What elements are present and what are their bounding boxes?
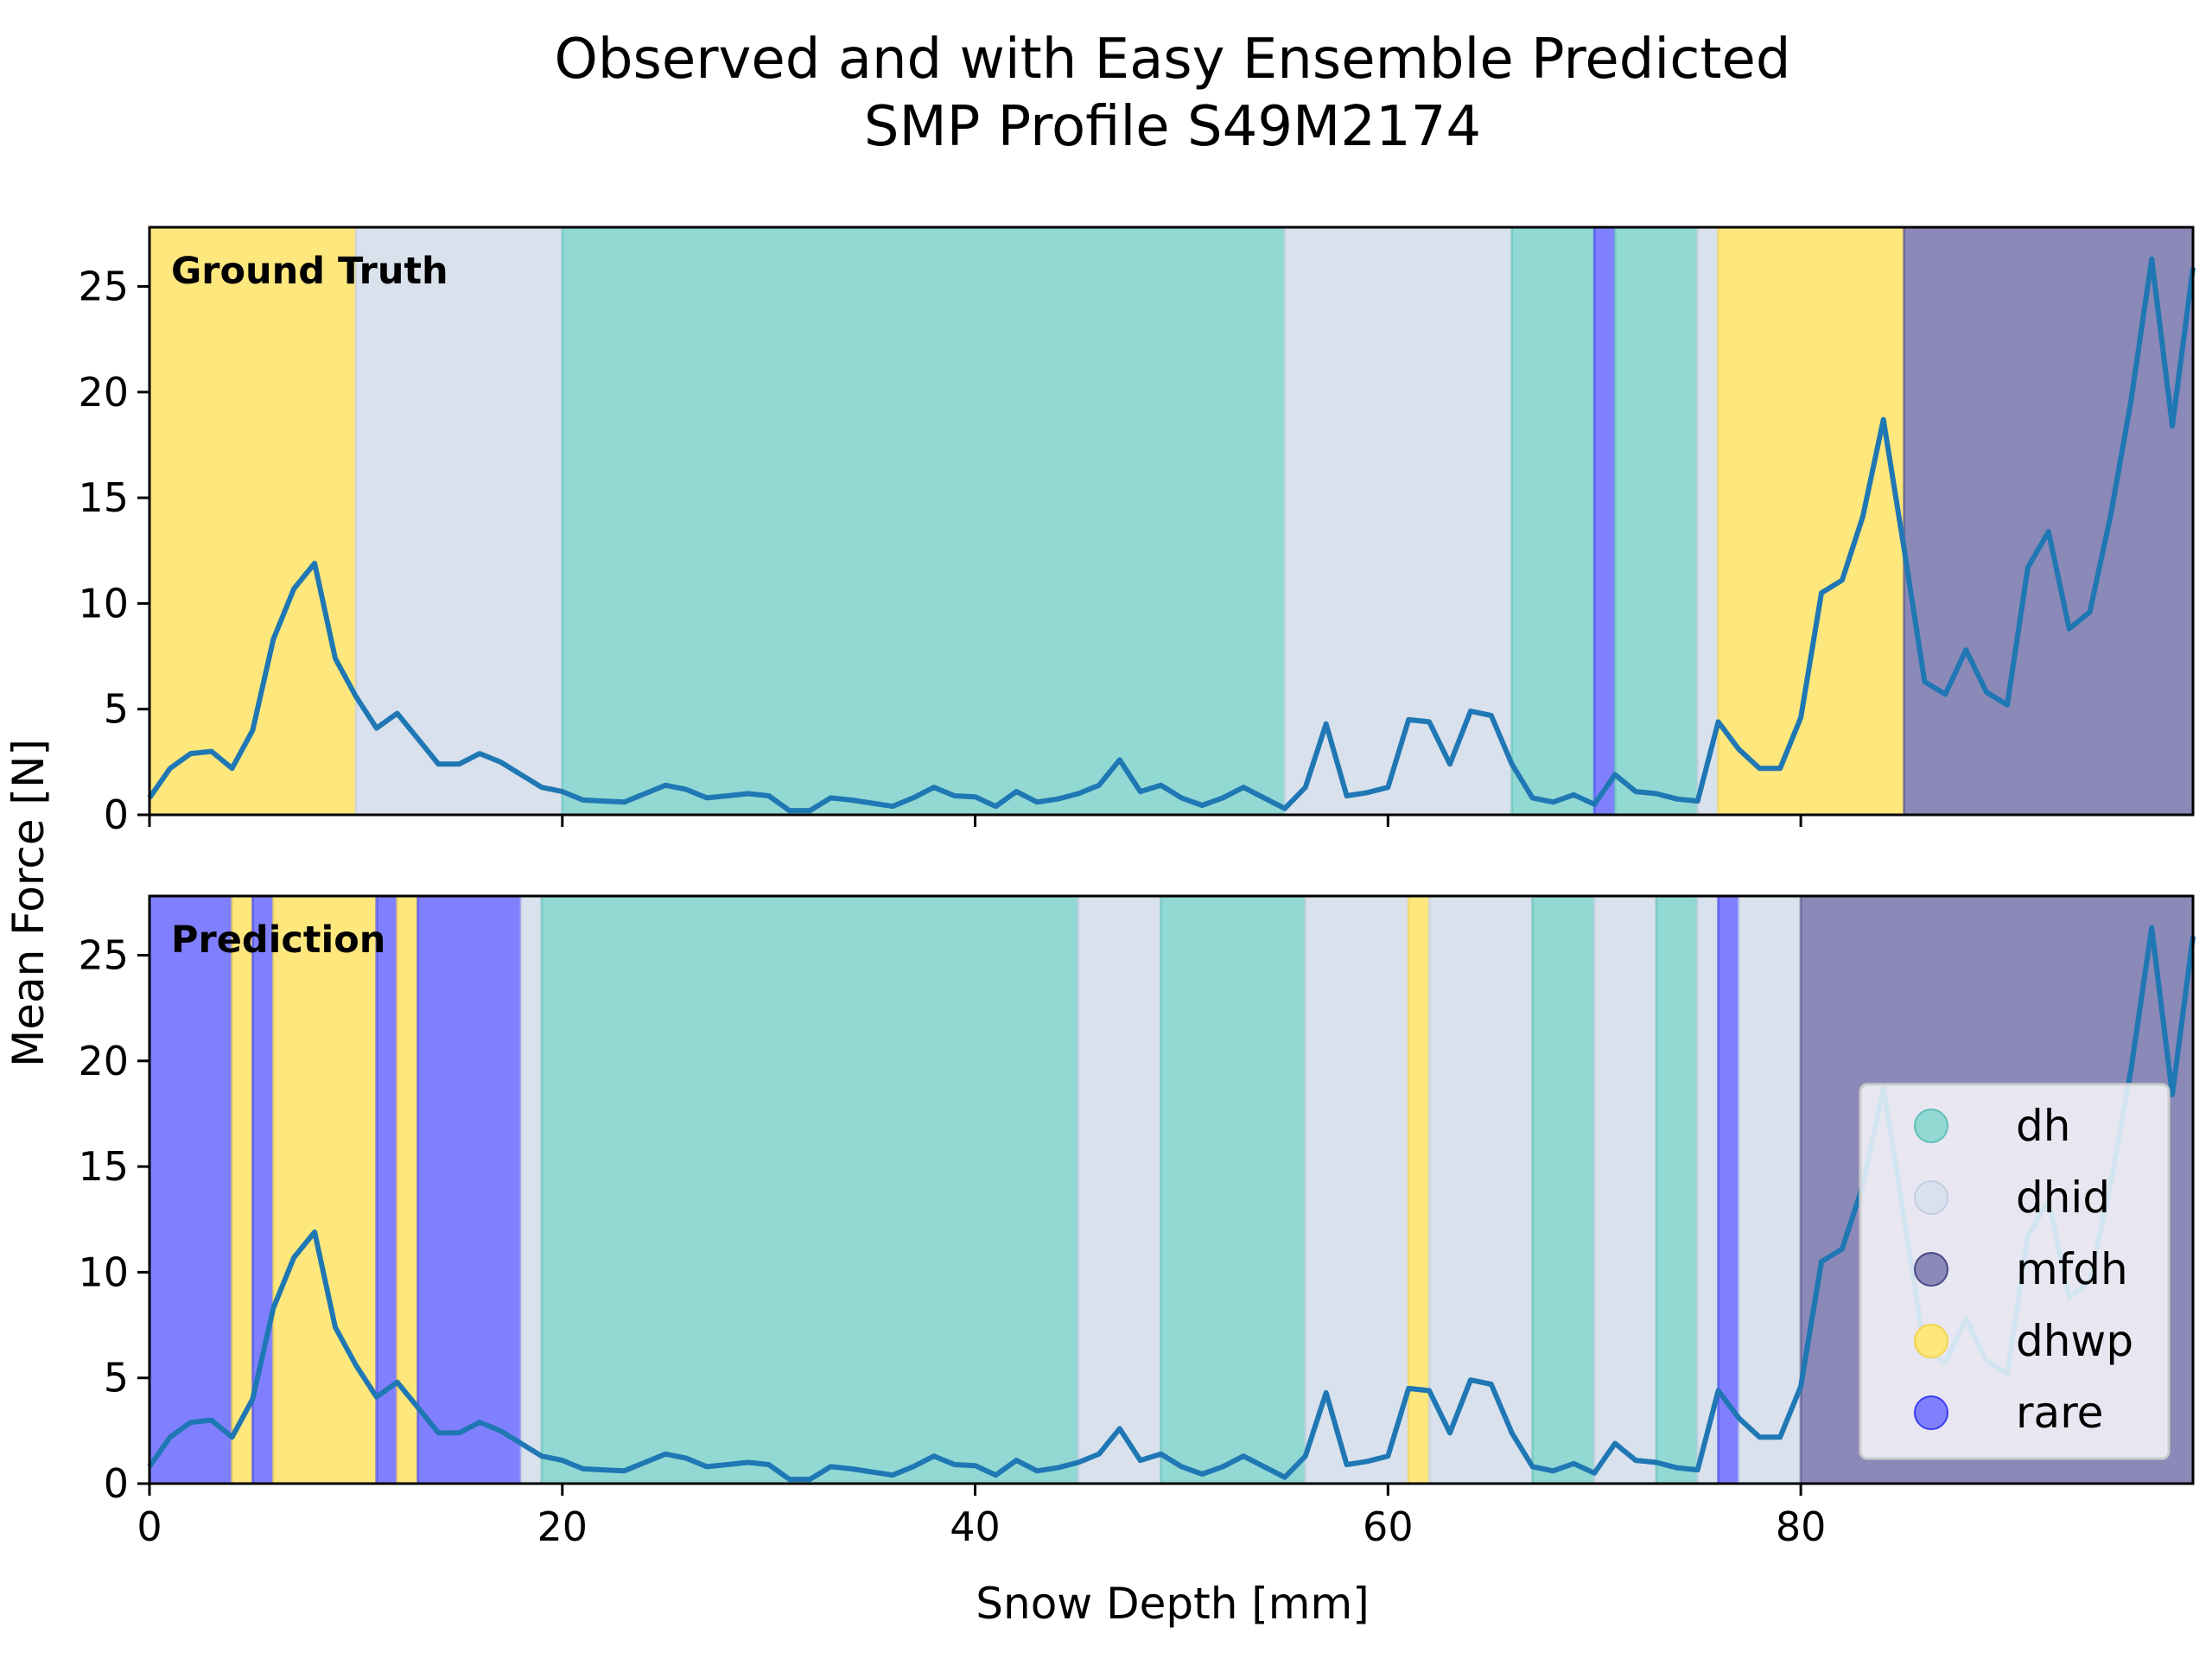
y-tick-label: 0 [104, 1460, 129, 1507]
segment-dhwp-0 [149, 227, 356, 815]
segment-dhid-1 [355, 227, 563, 815]
segment-dhid-13 [1429, 896, 1533, 1484]
chart-title-line-2: SMP Profile S49M2174 [864, 95, 1481, 159]
segment-dhid-11 [1305, 896, 1409, 1484]
segment-dh-14 [1532, 896, 1595, 1484]
legend-marker-dhid [1914, 1180, 1948, 1215]
segment-rare-5 [1594, 227, 1616, 815]
y-axis-label: Mean Force [N] [3, 739, 54, 1067]
y-tick-label: 20 [78, 1038, 129, 1084]
x-tick-label: 20 [537, 1503, 588, 1550]
segment-dhid-9 [1078, 896, 1161, 1484]
legend-marker-dh [1914, 1109, 1948, 1143]
prediction-panel: 0 5 10 15 20 25 0 20 40 60 80 Prediction [78, 894, 2196, 1550]
x-tick-label: 40 [950, 1503, 1001, 1550]
ground-truth-panel: 0 5 10 15 20 25 Ground Truth [78, 226, 2196, 838]
segment-rare-6 [417, 896, 521, 1484]
segment-dhid-7 [1697, 227, 1719, 815]
segment-rare-0 [149, 896, 232, 1484]
y-tick-label: 15 [78, 474, 129, 521]
segment-dhid-17 [1697, 896, 1719, 1484]
segment-mfdh-9 [1904, 227, 2193, 815]
segment-dhid-15 [1594, 896, 1656, 1484]
legend-label-dhid: dhid [2016, 1173, 2110, 1223]
segment-dh-2 [562, 227, 1285, 815]
segment-rare-4 [376, 896, 397, 1484]
y-tick-label: 25 [78, 931, 129, 978]
legend-marker-rare [1914, 1395, 1948, 1430]
y-tick-label: 10 [78, 1249, 129, 1295]
x-axis-label: Snow Depth [mm] [976, 1579, 1369, 1629]
segment-dhid-3 [1284, 227, 1512, 815]
chart-title-line-1: Observed and with Easy Ensemble Predicte… [555, 28, 1791, 92]
x-tick-label: 0 [137, 1503, 162, 1550]
force-series-line [147, 256, 2196, 814]
force-series-line [147, 925, 2196, 1483]
y-tick-label: 10 [78, 580, 129, 626]
segment-dh-8 [541, 896, 1078, 1484]
x-tick-label: 60 [1363, 1503, 1414, 1550]
segment-dhwp-3 [273, 896, 377, 1484]
y-tick-label: 5 [104, 686, 129, 733]
legend-label-rare: rare [2016, 1388, 2103, 1438]
y-tick-label: 25 [78, 263, 129, 309]
segment-dhwp-5 [397, 896, 418, 1484]
segment-dh-10 [1160, 896, 1306, 1484]
segment-dhwp-12 [1408, 896, 1430, 1484]
legend-label-dhwp: dhwp [2016, 1316, 2133, 1366]
panel-annotation: Ground Truth [171, 250, 448, 293]
y-tick-label: 0 [104, 791, 129, 838]
segment-dh-6 [1615, 227, 1698, 815]
legend-box [1859, 1083, 2171, 1460]
y-tick-label: 20 [78, 369, 129, 416]
panel-annotation: Prediction [171, 918, 385, 962]
legend-marker-mfdh [1914, 1252, 1948, 1287]
y-tick-label: 5 [104, 1355, 129, 1402]
y-tick-label: 15 [78, 1143, 129, 1190]
segment-dhwp-8 [1718, 227, 1904, 815]
legend-label-mfdh: mfdh [2016, 1244, 2128, 1294]
segment-dhid-7 [521, 896, 542, 1484]
legend-marker-dhwp [1914, 1324, 1948, 1358]
segment-dh-16 [1656, 896, 1698, 1484]
x-tick-label: 80 [1776, 1503, 1827, 1550]
legend-label-dh: dh [2016, 1101, 2070, 1151]
axes-frame [148, 226, 2195, 817]
segment-rare-18 [1718, 896, 1739, 1484]
segment-dh-4 [1511, 227, 1595, 815]
segment-dhwp-1 [232, 896, 253, 1484]
axes-frame [148, 894, 2195, 1485]
legend: dh dhid mfdh dhwp rare [1859, 1083, 2171, 1460]
segment-dhid-19 [1738, 896, 1802, 1484]
